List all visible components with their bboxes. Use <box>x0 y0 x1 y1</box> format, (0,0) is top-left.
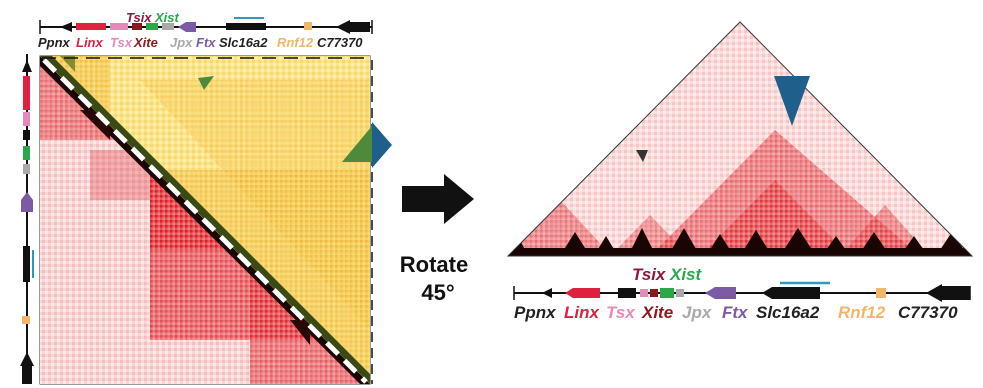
right-label-rnf12: Rnf12 <box>838 303 886 322</box>
rotate-degrees-label: 45° <box>421 280 454 305</box>
rotate-label: Rotate <box>400 252 468 277</box>
left-label-linx: Linx <box>76 35 103 50</box>
right-blue-arrowhead-icon <box>774 76 810 126</box>
right-panel: Tsix Xist Ppnx Linx Tsx Xite Jpx Ftx Slc… <box>506 21 974 322</box>
left-blue-arrowhead-icon <box>372 122 392 168</box>
right-label-slc16a2: Slc16a2 <box>756 303 820 322</box>
green-arrowhead-icon <box>342 126 372 162</box>
right-label-tsix: Tsix <box>632 265 667 284</box>
right-label-ftx: Ftx <box>722 303 749 322</box>
left-label-tsix: Tsix <box>126 10 152 25</box>
left-side-gene-track <box>20 54 34 384</box>
left-label-c77370: C77370 <box>317 35 363 50</box>
small-dark-arrowhead-icon <box>636 150 648 162</box>
left-heatmap <box>39 55 392 385</box>
left-label-ppnx: Ppnx <box>38 35 71 50</box>
rotate-indicator: Rotate 45° <box>400 174 474 305</box>
right-label-c77370: C77370 <box>898 303 958 322</box>
left-label-slc16a2: Slc16a2 <box>219 35 268 50</box>
left-top-gene-track <box>39 17 373 34</box>
triangle-heatmap <box>506 21 974 257</box>
right-arrow-icon <box>402 174 474 224</box>
right-gene-track <box>513 281 971 302</box>
left-label-ftx: Ftx <box>196 35 216 50</box>
right-label-ppnx: Ppnx <box>514 303 557 322</box>
small-green-arrowhead-icon <box>198 76 214 90</box>
right-label-jpx: Jpx <box>682 303 713 322</box>
diagonal-dashed-line <box>42 58 368 384</box>
right-label-xite: Xite <box>641 303 673 322</box>
left-label-xite: Xite <box>133 35 158 50</box>
left-label-tsx: Tsx <box>110 35 133 50</box>
left-label-jpx: Jpx <box>170 35 193 50</box>
right-label-tsx: Tsx <box>606 303 636 322</box>
right-label-xist: Xist <box>669 265 703 284</box>
left-panel: Tsix Xist Ppnx Linx Tsx Xite Jpx Ftx Slc… <box>20 10 392 385</box>
left-label-xist: Xist <box>154 10 180 25</box>
left-label-rnf12: Rnf12 <box>277 35 314 50</box>
right-label-linx: Linx <box>564 303 600 322</box>
